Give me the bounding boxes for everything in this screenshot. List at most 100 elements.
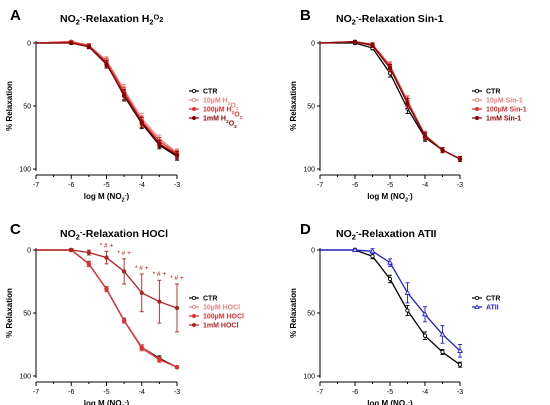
- data-point: [352, 246, 358, 253]
- series-line: [320, 249, 461, 352]
- panel-title: NO2--Relaxation H2O2: [60, 13, 163, 27]
- data-point: [370, 254, 375, 259]
- y-tick-label: 50: [23, 311, 31, 318]
- data-point: [457, 156, 463, 162]
- legend-marker: [191, 98, 196, 103]
- legend-item: 1mM HOCl: [189, 323, 238, 330]
- x-tick-label: -7: [33, 182, 39, 189]
- x-tick-label: -4: [422, 389, 428, 396]
- legend-item: 10µM Sin-1: [472, 98, 523, 105]
- x-tick-label: -3: [174, 389, 180, 396]
- legend-label: 100µM HOCl: [203, 314, 244, 321]
- data-point: [157, 141, 162, 146]
- legend-marker: [474, 107, 479, 112]
- data-point: [422, 311, 428, 317]
- panel-b: B NO2--Relaxation Sin-1 0 50 100 -7 -6 -5 -4 -3 % …: [289, 7, 527, 204]
- x-tick-label: -6: [352, 182, 358, 189]
- data-point: [86, 44, 92, 49]
- x-tick-label: -3: [457, 389, 463, 396]
- legend-label: 1mM Sin-1: [486, 116, 521, 123]
- data-point: [457, 362, 463, 367]
- legend-item: 1mM Sin-1: [472, 116, 521, 123]
- significance-label: * # +: [170, 275, 184, 282]
- panel-d: D NO2--Relaxation ATII 0 50 100 -7 -6 -5 -4 -3 % R…: [289, 221, 500, 405]
- series-3: [36, 247, 180, 333]
- data-point: [370, 43, 375, 48]
- legend-marker: [191, 322, 196, 327]
- data-point: [457, 347, 463, 353]
- x-tick-label: -7: [317, 182, 323, 189]
- legend-marker: [191, 304, 196, 309]
- legend-label: CTR: [486, 89, 500, 96]
- legend-marker: [191, 107, 196, 112]
- x-axis-title: log M (NO2-): [84, 192, 130, 204]
- x-tick-label: -6: [68, 182, 74, 189]
- panel-letter: A: [10, 7, 21, 24]
- y-tick-label: 50: [307, 311, 315, 318]
- y-axis-title: % Relaxation: [289, 81, 298, 131]
- y-tick-label: 0: [311, 248, 315, 255]
- x-tick-label: -5: [103, 182, 109, 189]
- data-point: [405, 101, 410, 106]
- legend-item: 100µM HOCl: [189, 314, 244, 321]
- series-line: [36, 42, 178, 156]
- x-tick-label: -4: [139, 389, 145, 396]
- x-tick-label: -5: [387, 182, 393, 189]
- y-axis-title: % Relaxation: [5, 288, 14, 338]
- data-point: [104, 286, 109, 292]
- series-line: [319, 41, 461, 160]
- series-0: [320, 40, 463, 162]
- series-line: [36, 249, 178, 309]
- data-point: [440, 349, 445, 355]
- legend-marker: [474, 116, 479, 121]
- y-tick-label: 100: [19, 167, 31, 174]
- data-point: [86, 250, 92, 255]
- legend-marker: [191, 116, 196, 121]
- series-line: [319, 41, 461, 160]
- series-0: [320, 247, 463, 368]
- data-point: [104, 62, 109, 67]
- data-point: [405, 308, 410, 313]
- data-point: [174, 305, 180, 311]
- legend-label: 100µM Sin-1: [486, 107, 527, 114]
- panel-title: NO2--Relaxation HOCl: [60, 228, 168, 242]
- data-point: [104, 255, 109, 260]
- legend-item: 1mM H2O2: [189, 116, 237, 130]
- data-point: [69, 40, 74, 46]
- legend-item: CTR: [472, 296, 500, 303]
- data-point: [86, 261, 92, 267]
- panel-title: NO2--Relaxation ATII: [336, 228, 437, 242]
- series-0: [36, 247, 180, 370]
- y-axis-title: % Relaxation: [5, 81, 14, 131]
- legend-item: 10µM H2O2: [189, 98, 239, 113]
- series-line: [319, 41, 461, 160]
- data-point: [387, 66, 393, 71]
- data-point: [139, 290, 144, 295]
- legend-item: CTR: [472, 89, 500, 96]
- x-tick-label: -3: [174, 182, 180, 189]
- legend-label: CTR: [203, 89, 217, 96]
- panel-letter: D: [300, 221, 311, 238]
- series-line: [36, 249, 178, 368]
- x-tick-label: -3: [457, 182, 463, 189]
- x-tick-label: -5: [103, 389, 109, 396]
- series-1: [36, 247, 180, 370]
- series-line: [320, 42, 461, 160]
- panel-a: A NO2--Relaxation H2O2 0 50 100 -7 -6 -5 -4 -3 % R…: [5, 7, 243, 204]
- panel-letter: B: [300, 7, 311, 24]
- series-3: [36, 40, 180, 160]
- legend-item: ATII: [472, 304, 499, 312]
- series-2: [319, 39, 463, 162]
- x-tick-label: -5: [387, 389, 393, 396]
- data-point: [139, 120, 144, 125]
- significance-label: * # +: [135, 265, 149, 272]
- x-tick-label: -6: [68, 389, 74, 396]
- data-point: [174, 152, 180, 158]
- legend-marker: [474, 304, 480, 309]
- series-line: [36, 249, 178, 368]
- legend-label: 10µM H2O2: [203, 98, 239, 113]
- x-tick-label: -4: [139, 182, 145, 189]
- series-1: [320, 246, 463, 358]
- x-tick-label: -7: [317, 389, 323, 396]
- legend-item: CTR: [189, 296, 217, 303]
